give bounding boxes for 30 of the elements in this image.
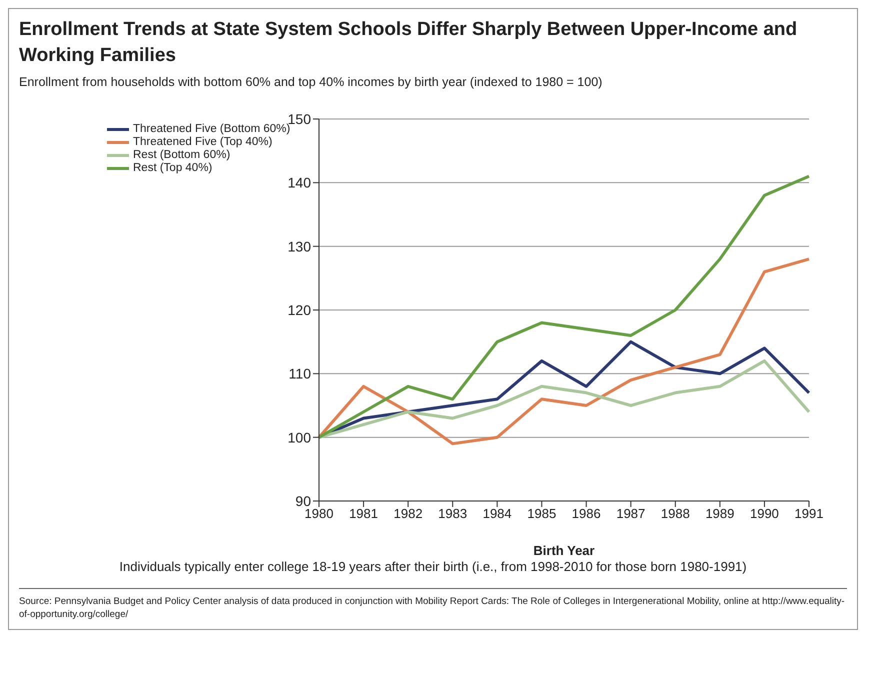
line-series xyxy=(318,258,810,446)
line-series xyxy=(318,359,810,439)
x-tick-label: 1980 xyxy=(304,506,334,522)
x-tick-label: 1990 xyxy=(750,506,779,522)
y-tick-label: 130 xyxy=(288,238,312,254)
y-tick-label: 140 xyxy=(288,174,312,191)
x-axis-title: Birth Year xyxy=(533,543,595,558)
legend-label: Threatened Five (Bottom 60%) xyxy=(133,123,290,136)
x-tick-label: 1981 xyxy=(349,506,378,522)
y-tick-label: 90 xyxy=(295,492,312,509)
legend-label: Threatened Five (Top 40%) xyxy=(133,136,272,149)
x-tick-label: 1989 xyxy=(705,506,734,522)
x-tick-label: 1988 xyxy=(660,506,690,522)
chart-subtitle: Enrollment from households with bottom 60% and top 40% incomes by birth year (indexed to 1980 = 100) xyxy=(19,75,604,89)
x-tick-label: 1987 xyxy=(616,506,646,522)
x-tick-label: 1986 xyxy=(572,506,601,522)
line-series xyxy=(318,174,810,439)
x-tick-label: 1982 xyxy=(394,506,423,522)
text: Individuals typically enter college 18-19 years after their birth (i.e., from 1998-2010 for those born 1980-1991) xyxy=(118,559,748,574)
x-tick-label: 1985 xyxy=(527,506,556,522)
y-tick-label: 120 xyxy=(288,302,312,318)
y-tick-label: 100 xyxy=(288,429,312,446)
legend-label: Rest (Bottom 60%) xyxy=(133,149,230,162)
y-tick-label: 110 xyxy=(288,366,312,382)
x-tick-label: 1984 xyxy=(482,506,512,522)
chart-title: Enrollment Trends at State System Schools Differ Sharply Between Upper-Income and Working Families xyxy=(19,18,798,68)
x-tick-label: 1991 xyxy=(794,506,824,522)
source-note: Source: Pennsylvania Budget and Policy Center analysis of data produced in conjunction with Mobility Report Cards: The Role of Colleges in Intergenerational Mobility, online at http://www.equality-of-opportunity.org/college/ xyxy=(19,595,846,621)
x-tick-label: 1983 xyxy=(438,506,468,522)
legend-label: Rest (Top 40%) xyxy=(133,162,212,175)
